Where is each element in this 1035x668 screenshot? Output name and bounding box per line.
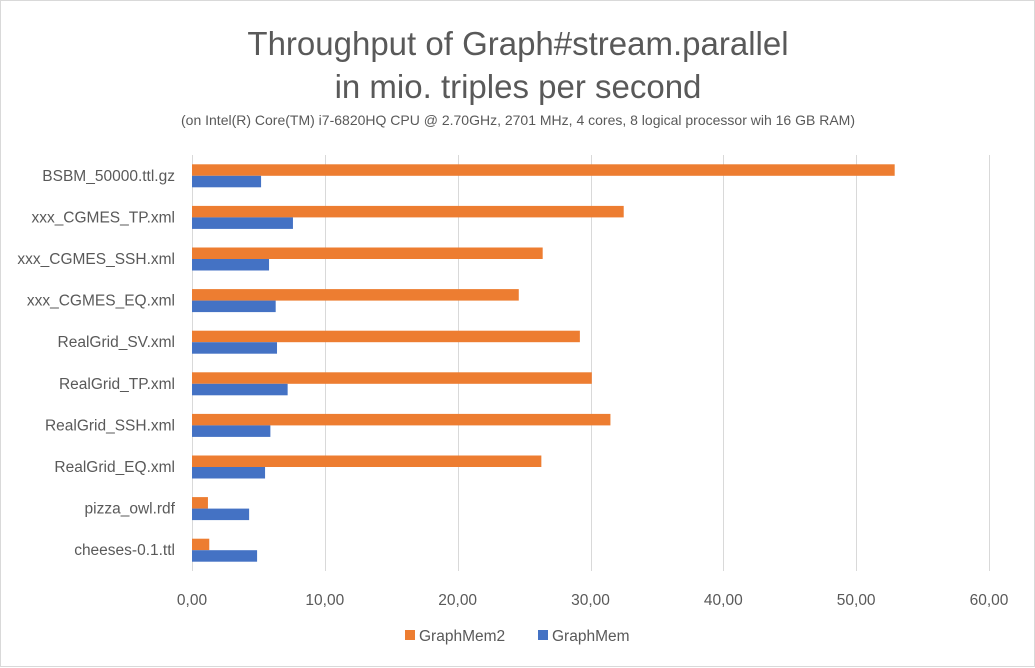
bar-graphmem-0 bbox=[192, 175, 262, 188]
bar-graphmem2-9 bbox=[192, 538, 210, 551]
bar-graphmem-1 bbox=[192, 217, 293, 229]
x-tick-label: 10,00 bbox=[305, 592, 344, 609]
legend-swatch-graphmem bbox=[538, 630, 548, 640]
bar-graphmem2-8 bbox=[192, 497, 208, 509]
category-label: cheeses-0.1.ttl bbox=[74, 542, 175, 559]
category-label: RealGrid_EQ.xml bbox=[54, 459, 175, 476]
bar-graphmem2-3 bbox=[192, 289, 519, 301]
bar-graphmem2-4 bbox=[192, 330, 580, 343]
x-tick-label: 0,00 bbox=[177, 592, 208, 609]
x-tick-label: 60,00 bbox=[970, 592, 1009, 609]
x-axis-tick-labels: 0,00 10,00 20,00 30,00 40,00 50,00 60,00 bbox=[177, 592, 1009, 609]
bar-graphmem-2 bbox=[192, 259, 270, 271]
category-labels: BSBM_50000.ttl.gz xxx_CGMES_TP.xml xxx_CGM… bbox=[17, 168, 175, 559]
x-tick-label: 20,00 bbox=[438, 592, 477, 609]
category-label: xxx_CGMES_TP.xml bbox=[31, 209, 175, 226]
gridlines bbox=[192, 155, 990, 571]
bar-graphmem-7 bbox=[192, 467, 266, 479]
bar-graphmem-8 bbox=[192, 508, 250, 521]
x-tick-label: 30,00 bbox=[571, 592, 610, 609]
chart-title-line-1: Throughput of Graph#stream.parallel bbox=[247, 25, 788, 62]
bar-graphmem2-7 bbox=[192, 455, 542, 467]
legend: GraphMem2 GraphMem bbox=[405, 628, 630, 645]
bar-graphmem2-6 bbox=[192, 413, 611, 426]
category-label: pizza_owl.rdf bbox=[85, 501, 176, 518]
bar-graphmem2-1 bbox=[192, 205, 624, 218]
legend-label-graphmem: GraphMem bbox=[552, 628, 630, 645]
category-label: RealGrid_SSH.xml bbox=[45, 417, 175, 434]
category-label: RealGrid_TP.xml bbox=[59, 376, 175, 393]
legend-swatch-graphmem2 bbox=[405, 630, 415, 640]
bars bbox=[192, 164, 895, 562]
chart-title-line-2: in mio. triples per second bbox=[335, 68, 702, 105]
category-label: RealGrid_SV.xml bbox=[58, 334, 175, 351]
bar-graphmem-3 bbox=[192, 300, 276, 313]
bar-graphmem-4 bbox=[192, 342, 278, 354]
bar-graphmem-6 bbox=[192, 425, 271, 437]
bar-graphmem2-0 bbox=[192, 164, 895, 176]
x-tick-label: 50,00 bbox=[837, 592, 876, 609]
category-label: xxx_CGMES_SSH.xml bbox=[17, 251, 175, 268]
bar-graphmem2-5 bbox=[192, 372, 592, 384]
bar-graphmem2-2 bbox=[192, 247, 543, 259]
bar-graphmem-9 bbox=[192, 550, 258, 562]
bar-graphmem-5 bbox=[192, 383, 288, 396]
category-label: BSBM_50000.ttl.gz bbox=[42, 168, 175, 185]
legend-label-graphmem2: GraphMem2 bbox=[419, 628, 505, 645]
chart-subtitle: (on Intel(R) Core(TM) i7-6820HQ CPU @ 2.… bbox=[181, 112, 855, 128]
category-label: xxx_CGMES_EQ.xml bbox=[27, 293, 175, 310]
x-tick-label: 40,00 bbox=[704, 592, 743, 609]
